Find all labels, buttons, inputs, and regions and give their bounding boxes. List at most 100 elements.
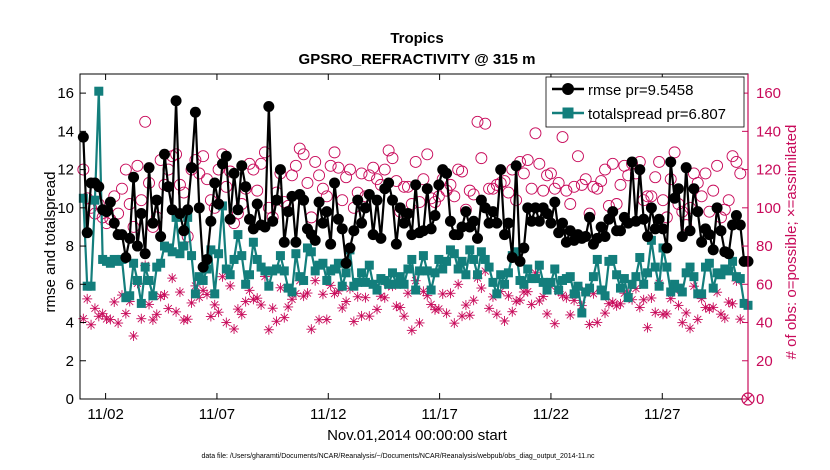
y-right-tick-label: 140 bbox=[756, 123, 781, 140]
obs-possible-point bbox=[421, 148, 434, 161]
obs-possible-point bbox=[548, 182, 561, 195]
obs-assimilated-point bbox=[267, 303, 278, 314]
totalspread-point bbox=[360, 277, 370, 287]
obs-possible-point bbox=[251, 184, 264, 197]
totalspread-point bbox=[86, 281, 96, 291]
y-tick-label: 8 bbox=[66, 238, 74, 255]
totalspread-point bbox=[592, 254, 602, 264]
rmse-point bbox=[522, 202, 534, 214]
obs-possible-point bbox=[220, 180, 233, 193]
totalspread-point bbox=[275, 251, 285, 261]
y-right-tick-label: 0 bbox=[756, 391, 764, 408]
totalspread-point bbox=[643, 268, 653, 278]
totalspread-point bbox=[90, 195, 100, 205]
obs-assimilated-point bbox=[263, 324, 274, 335]
obs-assimilated-point bbox=[565, 309, 576, 320]
totalspread-point bbox=[457, 256, 467, 266]
totalspread-point bbox=[492, 289, 502, 299]
obs-possible-point bbox=[355, 167, 368, 180]
totalspread-point bbox=[685, 262, 695, 272]
rmse-point bbox=[120, 252, 132, 264]
totalspread-point bbox=[476, 247, 486, 257]
obs-assimilated-point bbox=[719, 313, 730, 324]
rmse-point bbox=[131, 240, 143, 252]
y-right-tick-label: 40 bbox=[756, 315, 773, 332]
totalspread-point bbox=[496, 270, 506, 280]
obs-possible-point bbox=[537, 184, 550, 197]
rmse-point bbox=[711, 202, 723, 214]
rmse-point bbox=[518, 242, 530, 254]
totalspread-point bbox=[577, 308, 587, 318]
obs-assimilated-point bbox=[221, 317, 232, 328]
obs-assimilated-point bbox=[391, 301, 402, 312]
obs-assimilated-point bbox=[677, 317, 688, 328]
obs-assimilated-point bbox=[468, 295, 479, 306]
totalspread-point bbox=[144, 275, 154, 285]
rmse-point bbox=[321, 206, 333, 218]
rmse-point bbox=[271, 194, 283, 206]
rmse-point bbox=[584, 211, 596, 223]
totalspread-point bbox=[585, 283, 595, 293]
totalspread-point bbox=[569, 289, 579, 299]
totalspread-point bbox=[623, 293, 633, 303]
y-right-tick-label: 20 bbox=[756, 353, 773, 370]
totalspread-point bbox=[650, 262, 660, 272]
totalspread-point bbox=[546, 277, 556, 287]
obs-assimilated-point bbox=[646, 292, 657, 303]
obs-possible-point bbox=[123, 198, 136, 210]
obs-assimilated-point bbox=[236, 309, 247, 320]
obs-possible-point bbox=[293, 142, 306, 155]
obs-assimilated-point bbox=[372, 304, 383, 315]
rmse-point bbox=[688, 183, 700, 195]
totalspread-point bbox=[125, 291, 135, 301]
obs-possible-point bbox=[726, 150, 739, 163]
rmse-point bbox=[425, 223, 437, 235]
rmse-point bbox=[684, 225, 696, 237]
rmse-point bbox=[491, 217, 503, 229]
obs-assimilated-point bbox=[252, 293, 263, 304]
obs-possible-point bbox=[386, 152, 399, 165]
obs-assimilated-point bbox=[213, 307, 224, 318]
obs-assimilated-point bbox=[735, 314, 746, 325]
rmse-point bbox=[703, 229, 715, 241]
rmse-point bbox=[386, 194, 398, 206]
obs-possible-point bbox=[544, 167, 557, 180]
rmse-point bbox=[499, 229, 511, 241]
obs-possible-point bbox=[707, 184, 720, 197]
y-axis-label: rmse and totalspread bbox=[42, 172, 59, 313]
totalspread-point bbox=[565, 272, 575, 282]
obs-assimilated-point bbox=[503, 290, 514, 301]
totalspread-point bbox=[627, 279, 637, 289]
obs-possible-point bbox=[552, 177, 565, 189]
rmse-point bbox=[456, 221, 468, 233]
totalspread-point bbox=[689, 272, 699, 282]
rmse-point bbox=[228, 167, 240, 179]
totalspread-point bbox=[136, 298, 146, 308]
y-right-tick-label: 120 bbox=[756, 162, 781, 179]
obs-possible-point bbox=[471, 115, 484, 128]
rmse-point bbox=[580, 231, 592, 242]
obs-possible-point bbox=[564, 198, 577, 210]
obs-possible-point bbox=[595, 175, 608, 188]
totalspread-point bbox=[465, 245, 475, 255]
totalspread-point bbox=[461, 270, 471, 280]
obs-possible-point bbox=[668, 146, 681, 159]
obs-assimilated-point bbox=[727, 298, 738, 309]
totalspread-point bbox=[287, 287, 297, 297]
totalspread-point bbox=[341, 268, 351, 278]
totalspread-point bbox=[167, 247, 177, 257]
obs-assimilated-point bbox=[89, 303, 100, 314]
totalspread-point bbox=[542, 285, 552, 295]
obs-assimilated-point bbox=[584, 319, 595, 330]
totalspread-point bbox=[418, 251, 428, 261]
totalspread-point bbox=[472, 270, 482, 280]
totalspread-point bbox=[530, 274, 540, 284]
x-axis-label: Nov.01,2014 00:00:00 start bbox=[327, 427, 508, 444]
rmse-point bbox=[680, 162, 692, 174]
obs-assimilated-point bbox=[232, 304, 243, 315]
rmse-point bbox=[533, 215, 545, 227]
obs-assimilated-point bbox=[723, 297, 734, 308]
totalspread-point bbox=[237, 251, 247, 261]
totalspread-point bbox=[179, 241, 189, 251]
obs-assimilated-point bbox=[692, 314, 703, 325]
